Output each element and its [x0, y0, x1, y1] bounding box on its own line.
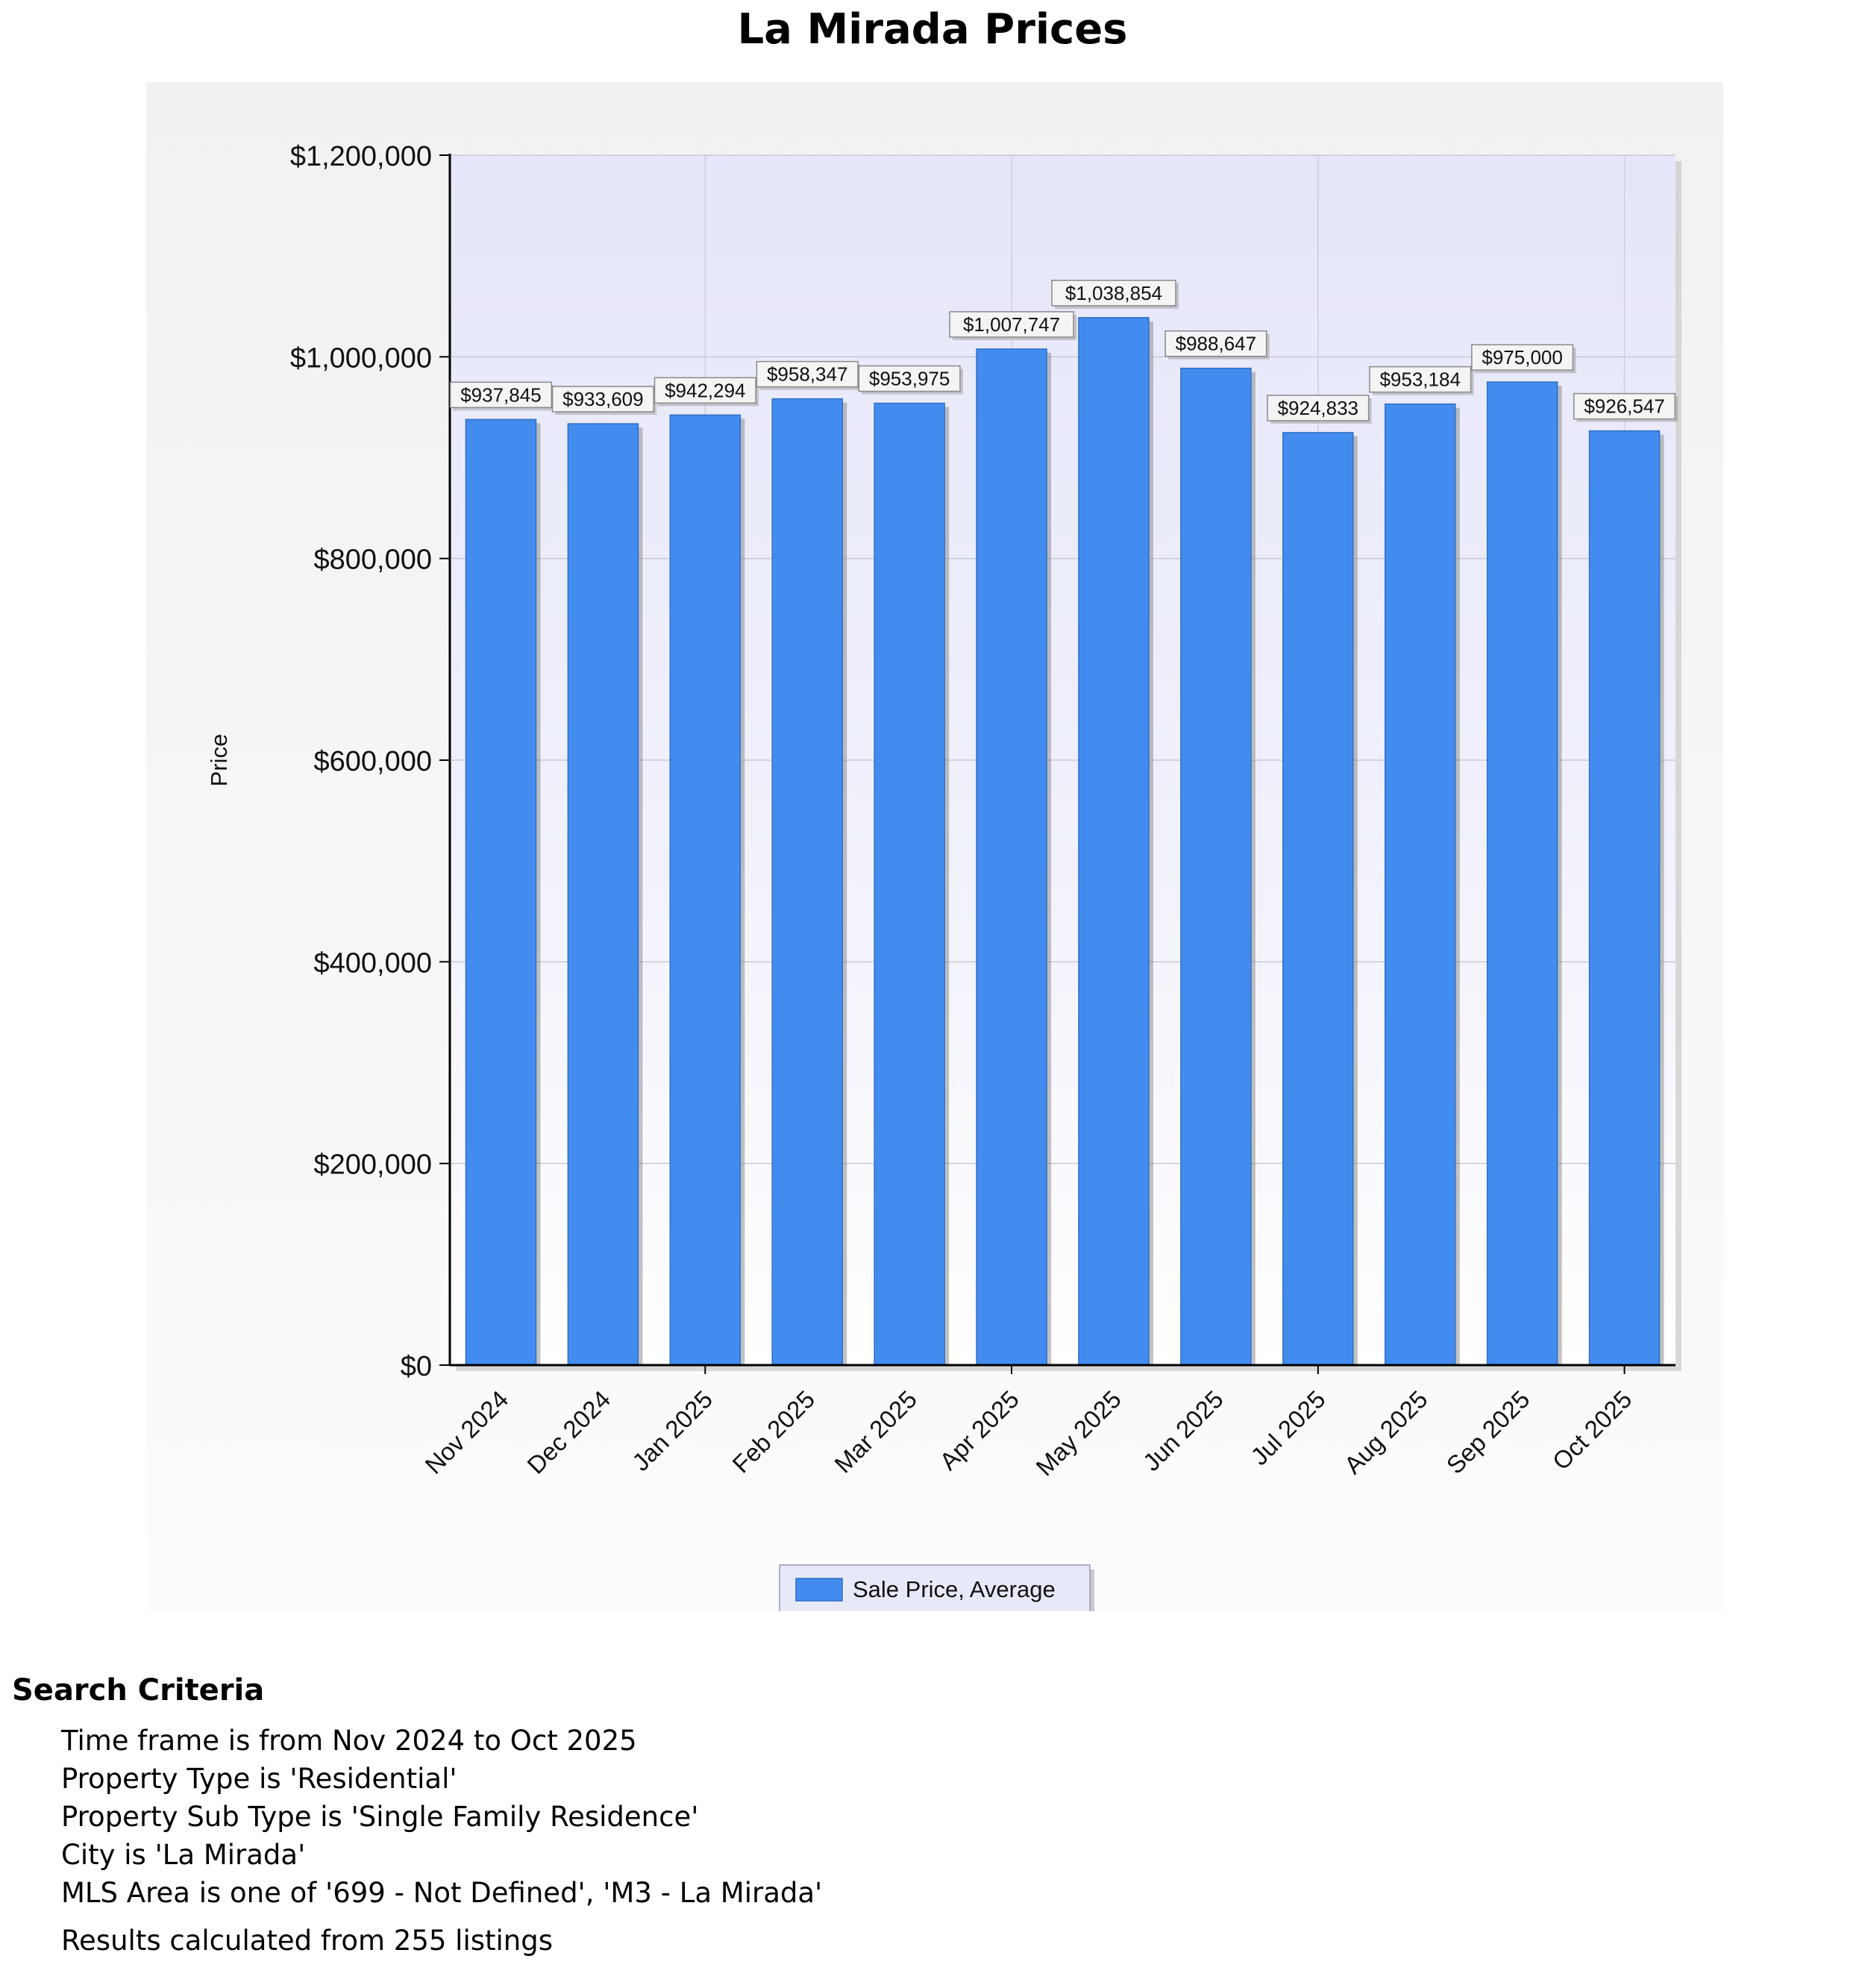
- bar: [567, 423, 639, 1366]
- bars: [465, 317, 1664, 1366]
- search-criteria: Search Criteria Time frame is from Nov 2…: [12, 1669, 1802, 1960]
- criteria-city: City is 'La Mirada': [61, 1839, 306, 1871]
- y-tick-label: $1,200,000: [290, 141, 432, 172]
- axes: Price: [206, 154, 1676, 1374]
- data-label: $1,007,747: [963, 313, 1060, 336]
- data-label: $953,975: [869, 368, 950, 390]
- criteria-property-type: Property Type is 'Residential': [61, 1763, 457, 1795]
- x-tick-labels: Nov 2024 Dec 2024 Jan 2025 Feb 2025 Mar 2025…: [419, 1385, 1637, 1481]
- bar: [669, 414, 742, 1366]
- x-tick-label: May 2025: [1030, 1385, 1126, 1481]
- data-label-box: [756, 360, 859, 388]
- criteria-mls-area: MLS Area is one of '699 - Not Defined', …: [61, 1877, 823, 1909]
- bar: [465, 418, 537, 1366]
- x-tick-label: Nov 2024: [419, 1385, 513, 1479]
- x-tick-label: Sep 2025: [1441, 1385, 1535, 1479]
- y-tick-label: $1,000,000: [290, 342, 432, 374]
- data-label-box: [551, 386, 654, 413]
- y-tick-label: $800,000: [314, 545, 433, 576]
- x-tick-label: Aug 2025: [1339, 1385, 1433, 1479]
- legend: Sale Price, Average: [779, 1564, 1094, 1611]
- data-label: $926,547: [1584, 395, 1664, 418]
- data-label: $937,845: [460, 383, 541, 406]
- data-label-box: [1369, 366, 1472, 393]
- data-label-box: [653, 377, 756, 404]
- data-label: $958,347: [767, 363, 847, 386]
- data-label: $942,294: [665, 379, 745, 401]
- bar: [976, 348, 1047, 1366]
- y-tick-label: $600,000: [314, 746, 433, 777]
- data-label: $988,647: [1176, 333, 1256, 355]
- bar: [1180, 367, 1252, 1366]
- y-axis-title: Price: [206, 734, 232, 787]
- x-tick-label: Jan 2025: [627, 1385, 718, 1476]
- y-tick-labels: $0 $200,000 $400,000 $600,000 $800,000 $1,000…: [290, 141, 432, 1382]
- data-label-box: [1165, 330, 1267, 357]
- bar: [1384, 403, 1456, 1366]
- x-tick-label: Apr 2025: [934, 1385, 1024, 1476]
- bar: [771, 398, 843, 1366]
- criteria-list: Time frame is from Nov 2024 to Oct 2025 …: [12, 1722, 1802, 1912]
- data-label: $933,609: [562, 388, 643, 410]
- x-tick-label: Mar 2025: [829, 1385, 922, 1479]
- bar: [1588, 430, 1661, 1366]
- data-label-box: [858, 365, 961, 392]
- results-count: Results calculated from 255 listings: [61, 1925, 554, 1957]
- data-label-box: [1051, 280, 1176, 307]
- x-tick-label: Jul 2025: [1245, 1385, 1330, 1470]
- data-label-box: [1471, 344, 1574, 371]
- data-label-box: [1573, 392, 1676, 420]
- criteria-heading: Search Criteria: [12, 1673, 265, 1708]
- data-label-box: [449, 381, 553, 409]
- data-labels: $937,845 $933,609 $942,294 $958,347 $953,975…: [449, 280, 1678, 424]
- bar: [1282, 432, 1354, 1366]
- x-tick-label: Jun 2025: [1138, 1385, 1229, 1476]
- y-tick-label: $0: [401, 1351, 432, 1382]
- data-label: $1,038,854: [1065, 282, 1162, 304]
- data-label: $924,833: [1278, 397, 1358, 419]
- criteria-property-sub-type: Property Sub Type is 'Single Family Resi…: [61, 1801, 699, 1833]
- bar: [874, 402, 945, 1366]
- x-tick-label: Feb 2025: [727, 1385, 820, 1479]
- data-label-box: [1267, 395, 1370, 421]
- legend-label: Sale Price, Average: [853, 1576, 1056, 1602]
- page-title: La Mirada Prices: [737, 5, 1128, 54]
- data-label: $975,000: [1482, 346, 1562, 369]
- legend-swatch: [795, 1578, 843, 1602]
- chart-panel: Price $0 $200,000 $400,000 $600,000 $800,000…: [146, 82, 1723, 1611]
- x-tick-label: Oct 2025: [1547, 1385, 1637, 1476]
- bar: [1486, 381, 1558, 1366]
- bar-chart: Price $0 $200,000 $400,000 $600,000 $800,000…: [206, 141, 1681, 1611]
- x-tick-label: Dec 2024: [521, 1385, 615, 1479]
- y-tick-label: $200,000: [314, 1150, 433, 1181]
- criteria-time-frame: Time frame is from Nov 2024 to Oct 2025: [61, 1725, 637, 1757]
- y-tick-label: $400,000: [314, 947, 433, 979]
- data-label: $953,184: [1379, 369, 1460, 391]
- bar: [1078, 317, 1150, 1366]
- data-label-box: [949, 311, 1074, 338]
